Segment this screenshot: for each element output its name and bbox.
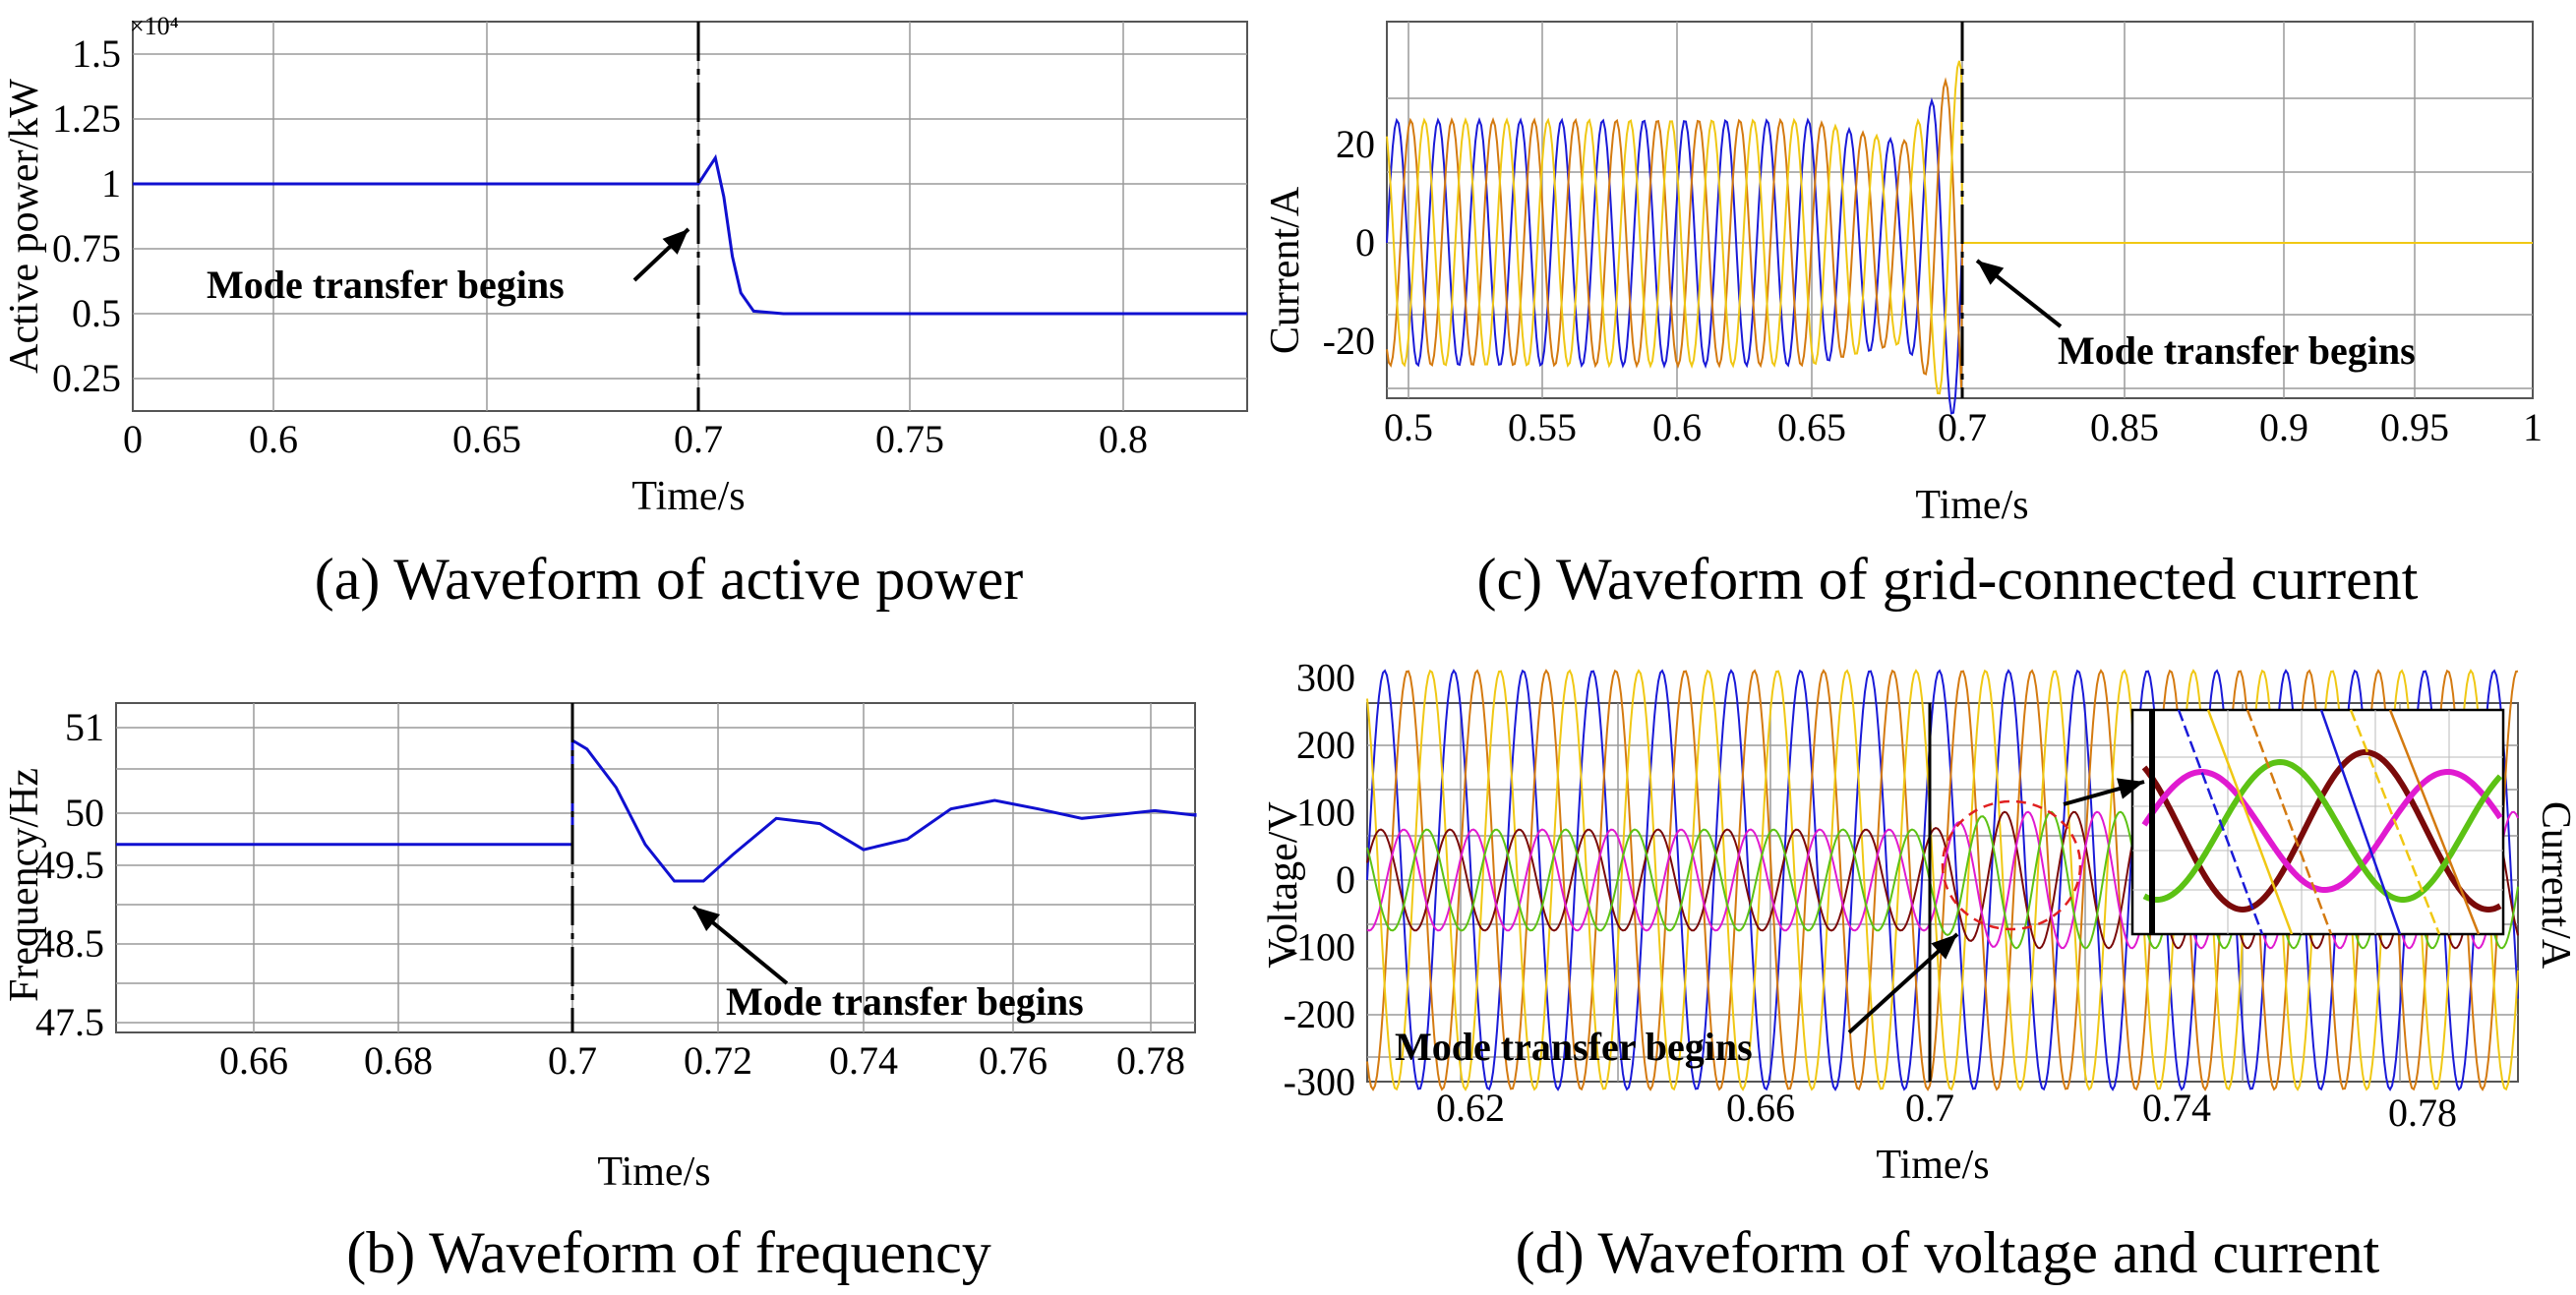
chart-c-series-2 [1386,60,2533,395]
chart-a-ylabel: Active power/kW [2,79,47,374]
chart-a-xtick-4: 0.75 [875,417,944,461]
chart-d-inset-voltage-2 [2246,709,2333,935]
chart-a-annotation: Mode transfer begins [207,263,565,307]
chart-b-ytick-2: 49.5 [35,843,104,887]
chart-b-xtick-4: 0.74 [829,1038,898,1083]
chart-b-xtick-3: 0.72 [684,1038,752,1083]
chart-a-xtick-1: 0.6 [249,417,298,461]
chart-b-xtick-1: 0.68 [364,1038,433,1083]
chart-a-xtick-5: 0.8 [1099,417,1148,461]
chart-a-series-active-power [133,153,1247,316]
chart-d-ytick-5: 200 [1296,723,1355,767]
chart-d-ytick-0: -300 [1284,1060,1355,1104]
chart-a-ytick-4: 1.25 [52,96,121,141]
chart-d-arrow-head [1931,934,1957,960]
chart-d-inset-arrow-head [2116,778,2144,799]
chart-b-ytick-3: 50 [65,791,104,835]
chart-c-frame [1386,21,2534,399]
chart-c-xtick-2: 0.6 [1652,405,1702,449]
chart-d-xtick-1: 0.66 [1726,1086,1795,1130]
chart-a-ytick-2: 0.75 [52,226,121,270]
chart-b-xlabel: Time/s [597,1149,710,1195]
chart-a-multiplier: ×10⁴ [130,12,179,40]
chart-b-frame [115,702,1196,1033]
chart-b-ytick-0: 47.5 [35,1000,104,1044]
chart-c-ytick-2: 20 [1336,122,1375,166]
chart-c-xtick-8: 1 [2523,405,2543,449]
chart-b-xtick-0: 0.66 [219,1038,288,1083]
chart-c-arrow-head [1977,261,2005,285]
chart-a-xtick-0: 0 [123,417,143,461]
chart-b-xtick-2: 0.7 [548,1038,597,1083]
chart-d-ytick-2: -100 [1284,925,1355,970]
chart-c-xtick-7: 0.95 [2380,405,2449,449]
chart-d-inset-current-2 [2142,758,2503,903]
chart-b-ylabel: Frequency/Hz [2,768,47,1002]
chart-a-ytick-5: 1.5 [72,31,121,76]
chart-b-arrow-head [693,907,721,932]
chart-d-inset-voltage-5 [2388,709,2481,935]
chart-d-xtick-3: 0.74 [2142,1086,2211,1130]
chart-c-xtick-4: 0.7 [1938,405,1987,449]
chart-d-highlight-ellipse [1941,799,2082,931]
chart-d-annotation: Mode transfer begins [1395,1025,1753,1069]
chart-a-xlabel: Time/s [631,474,745,519]
chart-d-xtick-4: 0.78 [2388,1090,2457,1135]
chart-d-ytick-6: 300 [1296,656,1355,700]
chart-a-xtick-3: 0.7 [674,417,723,461]
chart-d-ylabel: Voltage/V [1261,801,1306,969]
chart-d-inset-voltage-3 [2319,709,2402,935]
chart-b-ytick-4: 51 [65,705,104,749]
chart-d-series-2 [1366,669,2519,1091]
chart-c-series-1 [1386,77,2533,388]
chart-d-inset-frame [2130,708,2505,936]
chart-c-ytick-1: 0 [1355,220,1375,265]
chart-a-ytick-0: 0.25 [52,356,121,400]
chart-b-annotation: Mode transfer begins [726,979,1084,1024]
caption-c: (c) Waveform of grid-connected current [1476,547,2419,612]
chart-d-inset-voltage-0 [2177,709,2264,935]
chart-b-ytick-1: 48.5 [35,921,104,966]
chart-a-arrow-head [662,229,689,255]
chart-d-inset-voltage-1 [2206,709,2294,935]
caption-d: (d) Waveform of voltage and current [1515,1220,2380,1285]
chart-b-series-frequency [116,737,1197,883]
caption-a: (a) Waveform of active power [314,547,1024,612]
chart-d-xtick-2: 0.7 [1905,1086,1954,1130]
chart-a-ytick-3: 1 [101,161,121,206]
chart-c-xtick-3: 0.65 [1777,405,1846,449]
chart-d-ytick-1: -200 [1284,992,1355,1036]
chart-c-xtick-6: 0.9 [2259,405,2308,449]
chart-d-series-0 [1366,669,2519,1091]
chart-d-y2label: Current/A [2533,801,2576,970]
chart-d-inset-current-1 [2141,769,2503,893]
chart-c-xtick-0: 0.5 [1384,405,1433,449]
caption-b: (b) Waveform of frequency [346,1220,991,1285]
chart-c-ylabel: Current/A [1263,186,1308,354]
chart-c-xlabel: Time/s [1915,483,2028,528]
chart-c-annotation: Mode transfer begins [2058,328,2416,373]
chart-c-ytick-0: -20 [1323,319,1375,363]
chart-c-xtick-1: 0.55 [1508,405,1577,449]
chart-a-frame [132,21,1248,412]
chart-d-ytick-4: 100 [1296,791,1355,835]
chart-d-xtick-0: 0.62 [1436,1086,1505,1130]
chart-d-xlabel: Time/s [1876,1143,1989,1188]
chart-d-inset-voltage-4 [2349,709,2441,935]
chart-c-xtick-5: 0.85 [2090,405,2159,449]
chart-b-xtick-5: 0.76 [979,1038,1048,1083]
chart-a-xtick-2: 0.65 [452,417,521,461]
chart-b-xtick-6: 0.78 [1116,1038,1185,1083]
chart-a-ytick-1: 0.5 [72,291,121,335]
chart-d-ytick-3: 0 [1336,857,1355,902]
chart-c-series-0 [1386,97,2533,415]
